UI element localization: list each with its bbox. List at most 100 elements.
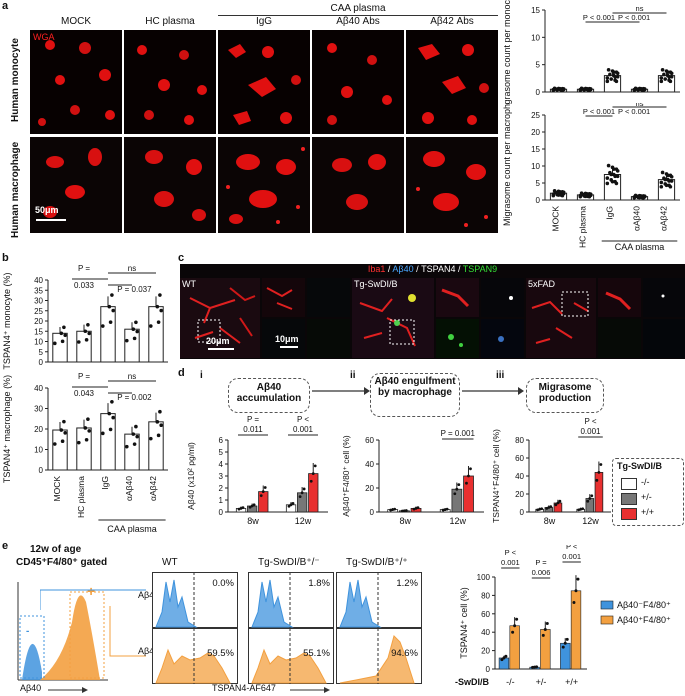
data-point [668,79,673,84]
data-point [457,483,461,487]
sig-label: 0.001 [580,427,601,436]
y-tick-label: 0 [39,358,44,367]
wt-overview: WT 20μm [180,278,260,358]
bar [308,473,319,513]
y-tick-label: 5 [536,179,541,188]
y-axis-label: TSPAN4⁺ macrophage (%) [2,375,12,483]
data-point [263,486,267,489]
y-axis-label: Aβ40 (x10² pg/ml) [186,442,196,510]
header-mock: MOCK [61,16,91,27]
data-point [504,654,508,658]
data-point [261,490,265,493]
data-point [404,509,408,512]
sig-label: P < [505,548,517,557]
y-tick-label: 40 [34,276,43,285]
data-point [663,77,667,81]
y-tick-label: 15 [531,6,540,15]
data-point [609,77,613,81]
micrograph-monocyte-hc [124,30,216,134]
y-tick-label: 40 [34,384,43,393]
data-point [662,72,666,77]
x-tick-label: 8w [399,516,411,526]
bar [148,306,164,363]
data-point [666,70,670,74]
y-axis-label: Migrasome count per monocyte [502,0,512,105]
data-point [134,424,138,429]
fad-zoom-merge [598,278,641,317]
chart-migrasome-production: 0 20 40 60 80 TSPAN4⁺F4/80⁺ cell (%) 8w 12w P <0… [491,417,611,526]
y-tick-label: 20 [481,647,490,656]
scale-bar-2 [280,346,298,348]
sig-label: P < 0.001 [583,107,615,116]
iba1-cells [359,294,416,347]
data-point [132,442,137,446]
data-point [131,432,136,436]
data-point [605,181,610,186]
x-tick-label: MOCK [551,206,561,232]
data-point [545,622,549,626]
x-tick-label: MOCK [52,476,62,502]
x-tick-label: 8w [247,516,259,526]
data-point [586,499,590,503]
legend-sep: / [455,264,463,274]
data-point [605,79,610,84]
tg-zoom-3 [436,319,479,358]
y-tick-label: 60 [365,436,374,445]
y-tick-label: 10 [531,162,540,171]
data-point [581,507,585,511]
data-point [555,191,559,195]
group-label: CAA plasma [615,242,665,250]
y-tick-label: 20 [34,317,43,326]
y-axis-label: Migrasome count per macrophage [502,103,512,226]
iba1-cells [531,291,589,344]
data-point [60,339,65,344]
x-tick-label: HC plasma [578,206,588,248]
panel-c-letter: c [178,252,185,264]
y-axis-label: TSPAN4⁺F4/80⁺ cell (%) [491,429,501,523]
label-wt: WT [182,279,196,289]
sig-label: P = [247,415,259,424]
data-point [62,419,66,424]
tg-overview: Tg-SwDI/B [352,278,434,358]
data-point [612,167,616,171]
data-point [125,338,129,343]
flow-histogram: 1.8% [248,572,334,628]
data-point [77,340,81,344]
x-tick-label: IgG [605,206,615,220]
data-point [59,331,64,336]
label-tg: Tg-SwDI/B [354,279,398,289]
data-point [613,74,617,79]
data-point [549,505,553,508]
percent-label: 94.6% [391,648,418,659]
sig-label: P = 0.037 [117,285,152,294]
data-point [590,494,594,498]
y-tick-label: 5 [219,448,224,457]
chart-tspan4-macrophage: 0 10 20 30 40 TSPAN4⁺ macrophage (%) MOCK HC pl… [2,372,168,534]
micrograph-monocyte-ab42 [406,30,498,134]
micrograph-macrophage-ab40 [312,137,404,233]
data-point [660,68,665,72]
arrow-right [48,687,88,693]
data-point [582,193,586,197]
data-point [62,325,66,330]
y-tick-label: 20 [531,128,540,137]
scale-bar-label: 50μm [35,205,59,215]
data-point [149,324,153,328]
bar [594,472,604,513]
sig-label: P < [584,417,596,426]
data-point [259,494,263,498]
bar [52,429,68,471]
svg-text:+: + [87,583,95,599]
group-label: CAA plasma [107,524,157,534]
data-point [614,181,619,186]
data-point [86,417,90,421]
y-tick-label: 0 [486,665,491,674]
data-point [615,71,620,76]
data-point [615,174,620,179]
data-point [585,86,589,91]
data-point [156,320,161,324]
x-tick-label: HC plasma [76,476,86,518]
x-tick-label: αAβ40 [632,206,642,231]
flow-histogram: 59.5% [152,628,238,684]
